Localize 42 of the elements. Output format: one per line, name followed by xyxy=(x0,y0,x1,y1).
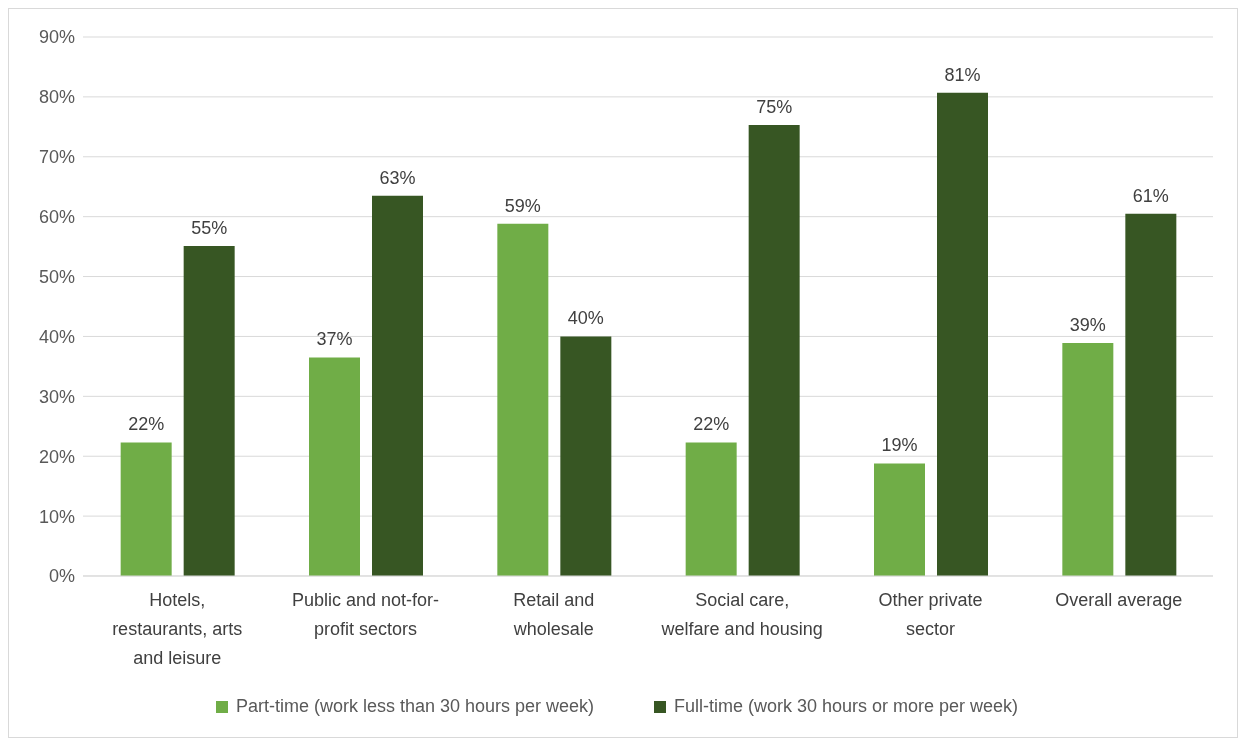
x-tick-label: Overall average xyxy=(1055,590,1183,610)
bar xyxy=(937,92,988,576)
bar xyxy=(874,463,925,576)
data-label: 37% xyxy=(316,329,353,350)
data-label: 61% xyxy=(1132,185,1169,206)
y-tick-label: 80% xyxy=(38,87,75,108)
legend-label: Part-time (work less than 30 hours per week) xyxy=(234,696,595,717)
bar xyxy=(685,442,737,576)
data-label: 55% xyxy=(191,218,228,239)
data-label: 19% xyxy=(881,435,918,456)
data-label: 63% xyxy=(379,167,416,188)
bar xyxy=(560,336,612,576)
y-tick-label: 20% xyxy=(38,446,75,467)
data-label: 22% xyxy=(128,414,165,435)
data-label: 81% xyxy=(944,64,981,85)
y-tick-label: 10% xyxy=(38,506,75,527)
bar xyxy=(309,357,360,576)
y-tick-label: 50% xyxy=(38,266,75,287)
y-tick-label: 60% xyxy=(38,207,75,228)
x-tick-label: Other private sector xyxy=(878,590,983,639)
data-label: 75% xyxy=(756,97,793,118)
data-label: 40% xyxy=(567,308,604,329)
bar xyxy=(372,195,423,576)
y-tick-label: 0% xyxy=(48,566,75,587)
bar xyxy=(183,246,235,576)
bar xyxy=(748,125,800,576)
y-tick-label: 30% xyxy=(38,386,75,407)
x-tick-label: Retail and wholesale xyxy=(512,590,595,639)
legend-label: Full-time (work 30 hours or more per week) xyxy=(673,696,1019,717)
bar xyxy=(1125,213,1177,576)
y-tick-label: 40% xyxy=(38,326,75,347)
y-tick-label: 70% xyxy=(38,147,75,168)
bar xyxy=(120,442,172,576)
x-tick-label: Hotels, restaurants, arts and leisure xyxy=(112,590,243,668)
data-label: 59% xyxy=(504,195,541,216)
x-tick-label: Social care, welfare and housing xyxy=(660,590,823,639)
y-tick-label: 90% xyxy=(38,27,75,48)
data-label: 39% xyxy=(1069,315,1106,336)
bar xyxy=(1062,343,1114,576)
data-label: 22% xyxy=(693,414,730,435)
x-tick-label: Public and not-for-profit sectors xyxy=(291,590,440,639)
bar xyxy=(497,223,549,576)
